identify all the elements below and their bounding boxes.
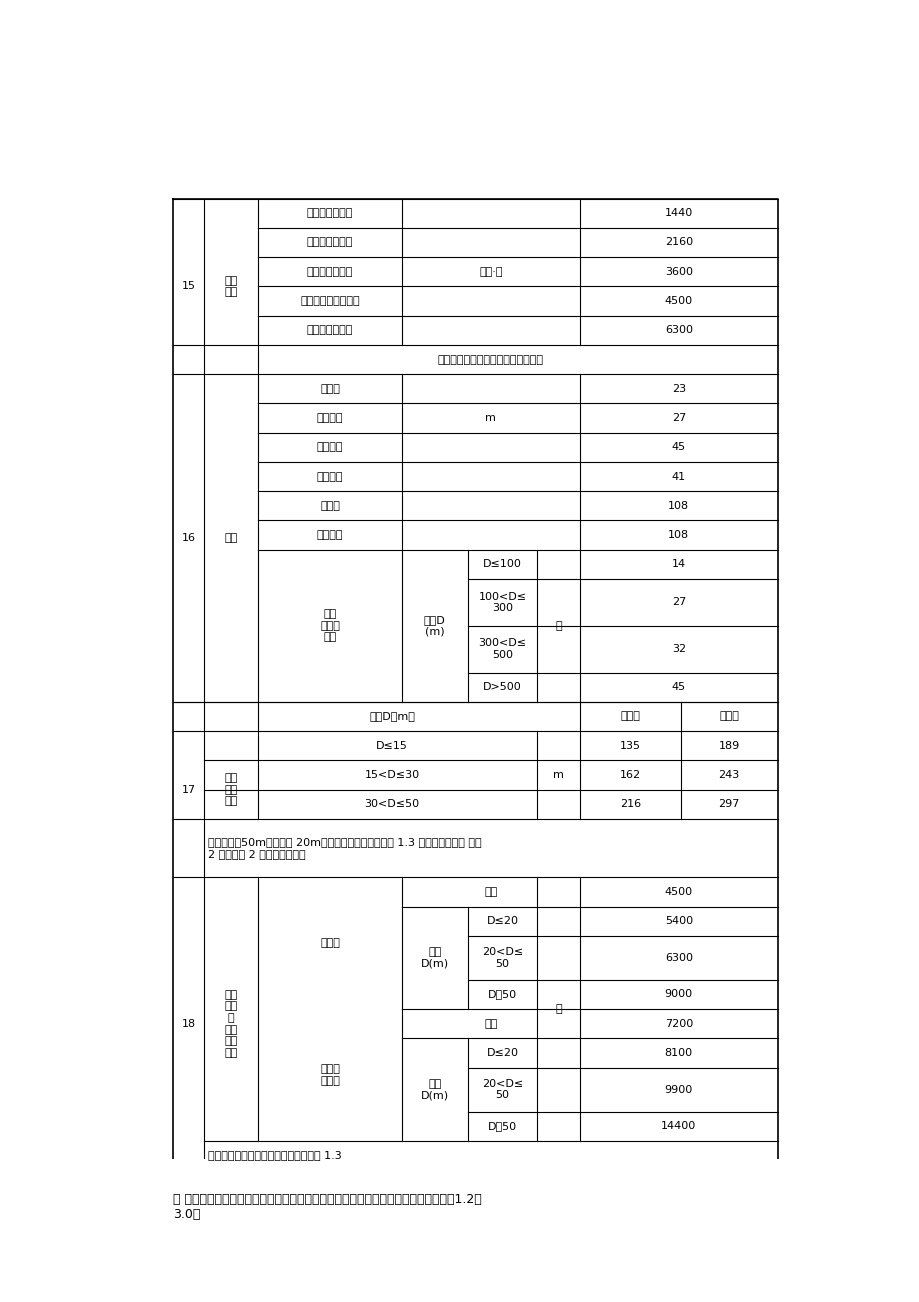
Text: 45: 45 [671,682,686,693]
Text: 15<D≤30: 15<D≤30 [364,769,419,780]
Text: 23: 23 [671,384,686,393]
Text: 地面: 地面 [483,1018,497,1029]
Text: 频域与
幅值域: 频域与 幅值域 [320,1064,340,1086]
Text: D>500: D>500 [482,682,521,693]
Text: 135: 135 [619,741,641,751]
Text: 15: 15 [181,281,196,292]
Text: m: m [552,769,563,780]
Text: 27: 27 [671,598,686,607]
Text: 垂直向强迫振动: 垂直向强迫振动 [307,267,353,277]
Text: 20<D≤
50: 20<D≤ 50 [482,1079,523,1100]
Text: 孔内摄影: 孔内摄影 [316,471,343,482]
Text: 点: 点 [555,621,562,630]
Text: 3600: 3600 [664,267,692,277]
Text: 注 除管线探测以外，其他物探方法在地形、障碍、干扰条件复杂的，附加调整系数为1.2～
3.0。: 注 除管线探测以外，其他物探方法在地形、障碍、干扰条件复杂的，附加调整系数为1.… [173,1193,482,1221]
Text: 测井斜: 测井斜 [320,501,340,510]
Text: 162: 162 [619,769,641,780]
Text: 100<D≤
300: 100<D≤ 300 [478,591,526,613]
Text: 电测井: 电测井 [320,384,340,393]
Text: 32: 32 [671,644,686,654]
Text: 9900: 9900 [664,1085,692,1095]
Text: D≤100: D≤100 [482,560,521,569]
Text: 地面: 地面 [483,887,497,897]
Text: 试坑开挖、模拟基础制作等费用另计: 试坑开挖、模拟基础制作等费用另计 [437,354,543,365]
Text: D≤15: D≤15 [376,741,407,751]
Text: 216: 216 [619,799,641,810]
Text: 14400: 14400 [661,1121,696,1131]
Text: 189: 189 [718,741,739,751]
Text: m: m [485,413,495,423]
Text: 水文测井: 水文测井 [316,413,343,423]
Text: 孔内电视: 孔内电视 [316,443,343,452]
Text: 场地
微振
动
（常
时微
动）: 场地 微振 动 （常 时微 动） [224,990,238,1057]
Text: 井壁取芯: 井壁取芯 [316,530,343,540]
Text: 垂直向自由振动: 垂直向自由振动 [307,208,353,219]
Text: D＞50: D＞50 [487,1121,516,1131]
Text: 7200: 7200 [664,1018,692,1029]
Text: 1440: 1440 [664,208,692,219]
Text: 参数·次: 参数·次 [479,267,502,277]
Text: 108: 108 [667,530,688,540]
Text: 跨孔法: 跨孔法 [719,711,738,721]
Text: 45: 45 [671,443,686,452]
Text: 钻孔
波速
测试: 钻孔 波速 测试 [224,773,238,806]
Text: 8100: 8100 [664,1048,692,1059]
Text: 297: 297 [718,799,739,810]
Text: 20<D≤
50: 20<D≤ 50 [482,947,523,969]
Text: 深度D（m）: 深度D（m） [369,711,414,721]
Text: 9000: 9000 [664,990,692,1000]
Text: 测井: 测井 [224,533,238,543]
Text: D≤20: D≤20 [486,1048,518,1059]
Text: 水平回转向强迫振动: 水平回转向强迫振动 [300,296,359,306]
Text: D≤20: D≤20 [486,917,518,926]
Text: 300<D≤
500: 300<D≤ 500 [478,638,526,660]
Text: 4500: 4500 [664,296,692,306]
Text: 井温
、井径
测量: 井温 、井径 测量 [320,609,340,642]
Text: 深度D
(m): 深度D (m) [424,615,445,637]
Text: 30<D≤50: 30<D≤50 [364,799,419,810]
Text: 41: 41 [671,471,686,482]
Text: 地面与孔中同时观测，附加调整系数为 1.3: 地面与孔中同时观测，附加调整系数为 1.3 [208,1151,341,1160]
Text: 243: 243 [718,769,739,780]
Text: 16: 16 [181,533,196,543]
Text: 5400: 5400 [664,917,692,926]
Text: 测试深度＞50m，每增加 20m，按前一档收费基价乘以 1.3 的附加调整系数 不足
2 个组日按 2 个组日计算收费: 测试深度＞50m，每增加 20m，按前一档收费基价乘以 1.3 的附加调整系数 … [208,837,482,859]
Text: 地基
刚度: 地基 刚度 [224,276,238,297]
Text: D＞50: D＞50 [487,990,516,1000]
Text: 水平向自由振动: 水平向自由振动 [307,237,353,247]
Text: 6300: 6300 [664,326,692,335]
Text: 14: 14 [671,560,686,569]
Text: 孔深
D(m): 孔深 D(m) [420,1079,448,1100]
Text: 点: 点 [555,1004,562,1014]
Text: 4500: 4500 [664,887,692,897]
Text: 18: 18 [181,1018,196,1029]
Text: 2160: 2160 [664,237,692,247]
Text: 108: 108 [667,501,688,510]
Text: 单孔法: 单孔法 [619,711,640,721]
Text: 孔深
D(m): 孔深 D(m) [420,947,448,969]
Text: 频率域: 频率域 [320,939,340,948]
Text: 扭转向强迫振动: 扭转向强迫振动 [307,326,353,335]
Text: 6300: 6300 [664,953,692,963]
Text: 27: 27 [671,413,686,423]
Text: 17: 17 [181,785,196,794]
